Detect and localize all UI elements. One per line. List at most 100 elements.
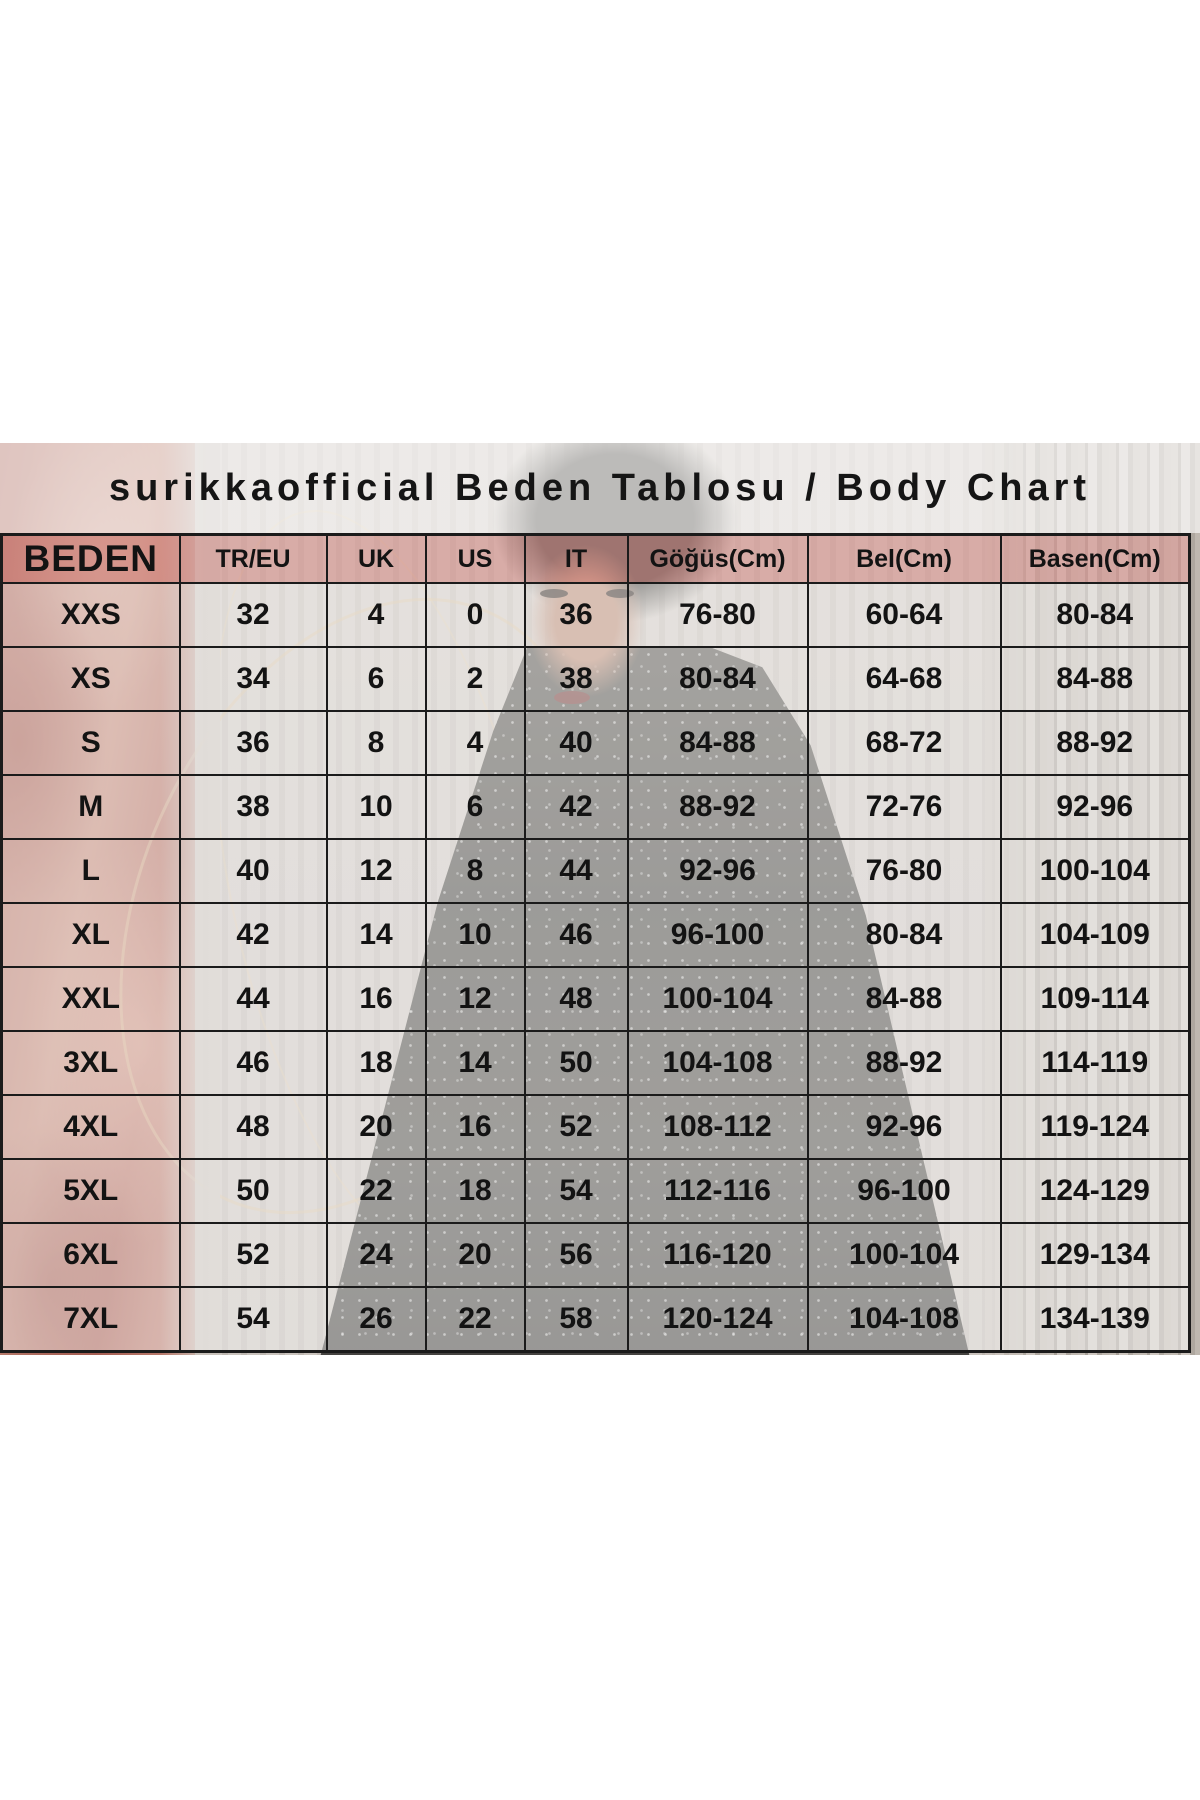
title-banner: surikkaofficial Beden Tablosu / Body Cha… <box>0 443 1200 533</box>
cell-size-label: XS <box>0 646 181 712</box>
cell-measurement: 42 <box>523 774 629 840</box>
cell-measurement: 76-80 <box>626 582 809 648</box>
cell-measurement: 10 <box>325 774 427 840</box>
cell-measurement: 40 <box>523 710 629 776</box>
column-header-it: IT <box>523 533 629 584</box>
cell-measurement: 88-92 <box>626 774 809 840</box>
cell-measurement: 36 <box>178 710 328 776</box>
cell-measurement: 88-92 <box>806 1030 1002 1096</box>
cell-measurement: 64-68 <box>806 646 1002 712</box>
cell-measurement: 20 <box>325 1094 427 1160</box>
cell-measurement: 52 <box>523 1094 629 1160</box>
cell-measurement: 92-96 <box>806 1094 1002 1160</box>
cell-measurement: 32 <box>178 582 328 648</box>
cell-measurement: 14 <box>325 902 427 968</box>
cell-measurement: 129-134 <box>999 1222 1191 1288</box>
cell-measurement: 22 <box>325 1158 427 1224</box>
cell-measurement: 48 <box>523 966 629 1032</box>
cell-measurement: 104-108 <box>806 1286 1002 1353</box>
cell-measurement: 120-124 <box>626 1286 809 1353</box>
cell-measurement: 52 <box>178 1222 328 1288</box>
cell-measurement: 84-88 <box>806 966 1002 1032</box>
column-header-tr-eu: TR/EU <box>178 533 328 584</box>
cell-size-label: XL <box>0 902 181 968</box>
cell-size-label: 6XL <box>0 1222 181 1288</box>
cell-measurement: 46 <box>178 1030 328 1096</box>
cell-measurement: 119-124 <box>999 1094 1191 1160</box>
cell-measurement: 38 <box>178 774 328 840</box>
cell-measurement: 56 <box>523 1222 629 1288</box>
cell-measurement: 40 <box>178 838 328 904</box>
cell-size-label: 4XL <box>0 1094 181 1160</box>
cell-measurement: 6 <box>424 774 526 840</box>
cell-measurement: 44 <box>178 966 328 1032</box>
cell-size-label: L <box>0 838 181 904</box>
cell-measurement: 96-100 <box>806 1158 1002 1224</box>
cell-size-label: 3XL <box>0 1030 181 1096</box>
cell-measurement: 58 <box>523 1286 629 1353</box>
cell-measurement: 38 <box>523 646 629 712</box>
page-title: surikkaofficial Beden Tablosu / Body Cha… <box>108 466 1092 509</box>
cell-measurement: 46 <box>523 902 629 968</box>
cell-measurement: 84-88 <box>626 710 809 776</box>
table-row: L 40 12 8 44 92-96 76-80 100-104 <box>0 838 1191 904</box>
cell-measurement: 116-120 <box>626 1222 809 1288</box>
cell-measurement: 4 <box>325 582 427 648</box>
cell-measurement: 72-76 <box>806 774 1002 840</box>
cell-measurement: 88-92 <box>999 710 1191 776</box>
table-row: M 38 10 6 42 88-92 72-76 92-96 <box>0 774 1191 840</box>
cell-measurement: 14 <box>424 1030 526 1096</box>
cell-measurement: 134-139 <box>999 1286 1191 1353</box>
header-row: BEDEN TR/EU UK US IT Göğüs(Cm) Bel(Cm) B… <box>0 533 1191 584</box>
cell-measurement: 60-64 <box>806 582 1002 648</box>
cell-measurement: 96-100 <box>626 902 809 968</box>
table-row: XS 34 6 2 38 80-84 64-68 84-88 <box>0 646 1191 712</box>
cell-measurement: 124-129 <box>999 1158 1191 1224</box>
cell-measurement: 80-84 <box>806 902 1002 968</box>
cell-measurement: 92-96 <box>626 838 809 904</box>
cell-size-label: XXS <box>0 582 181 648</box>
cell-measurement: 16 <box>325 966 427 1032</box>
cell-measurement: 112-116 <box>626 1158 809 1224</box>
cell-measurement: 42 <box>178 902 328 968</box>
cell-measurement: 12 <box>325 838 427 904</box>
cell-measurement: 54 <box>523 1158 629 1224</box>
cell-measurement: 108-112 <box>626 1094 809 1160</box>
cell-measurement: 50 <box>523 1030 629 1096</box>
cell-measurement: 109-114 <box>999 966 1191 1032</box>
cell-measurement: 6 <box>325 646 427 712</box>
cell-measurement: 54 <box>178 1286 328 1353</box>
cell-size-label: 7XL <box>0 1286 181 1353</box>
column-header-us: US <box>424 533 526 584</box>
cell-measurement: 8 <box>325 710 427 776</box>
cell-size-label: S <box>0 710 181 776</box>
cell-measurement: 12 <box>424 966 526 1032</box>
cell-size-label: M <box>0 774 181 840</box>
table-row: 3XL 46 18 14 50 104-108 88-92 114-119 <box>0 1030 1191 1096</box>
cell-measurement: 50 <box>178 1158 328 1224</box>
cell-measurement: 16 <box>424 1094 526 1160</box>
cell-measurement: 114-119 <box>999 1030 1191 1096</box>
table-row: S 36 8 4 40 84-88 68-72 88-92 <box>0 710 1191 776</box>
cell-measurement: 18 <box>325 1030 427 1096</box>
column-header-basen: Basen(Cm) <box>999 533 1191 584</box>
cell-measurement: 34 <box>178 646 328 712</box>
table-row: 6XL 52 24 20 56 116-120 100-104 129-134 <box>0 1222 1191 1288</box>
table-row: XXL 44 16 12 48 100-104 84-88 109-114 <box>0 966 1191 1032</box>
cell-measurement: 4 <box>424 710 526 776</box>
cell-measurement: 100-104 <box>626 966 809 1032</box>
cell-measurement: 48 <box>178 1094 328 1160</box>
table-row: 4XL 48 20 16 52 108-112 92-96 119-124 <box>0 1094 1191 1160</box>
cell-measurement: 24 <box>325 1222 427 1288</box>
table-row: 5XL 50 22 18 54 112-116 96-100 124-129 <box>0 1158 1191 1224</box>
table-row: XXS 32 4 0 36 76-80 60-64 80-84 <box>0 582 1191 648</box>
cell-measurement: 8 <box>424 838 526 904</box>
column-header-bel: Bel(Cm) <box>806 533 1002 584</box>
cell-measurement: 100-104 <box>999 838 1191 904</box>
column-header-beden: BEDEN <box>0 533 181 584</box>
cell-measurement: 36 <box>523 582 629 648</box>
cell-measurement: 0 <box>424 582 526 648</box>
column-header-uk: UK <box>325 533 427 584</box>
cell-measurement: 2 <box>424 646 526 712</box>
